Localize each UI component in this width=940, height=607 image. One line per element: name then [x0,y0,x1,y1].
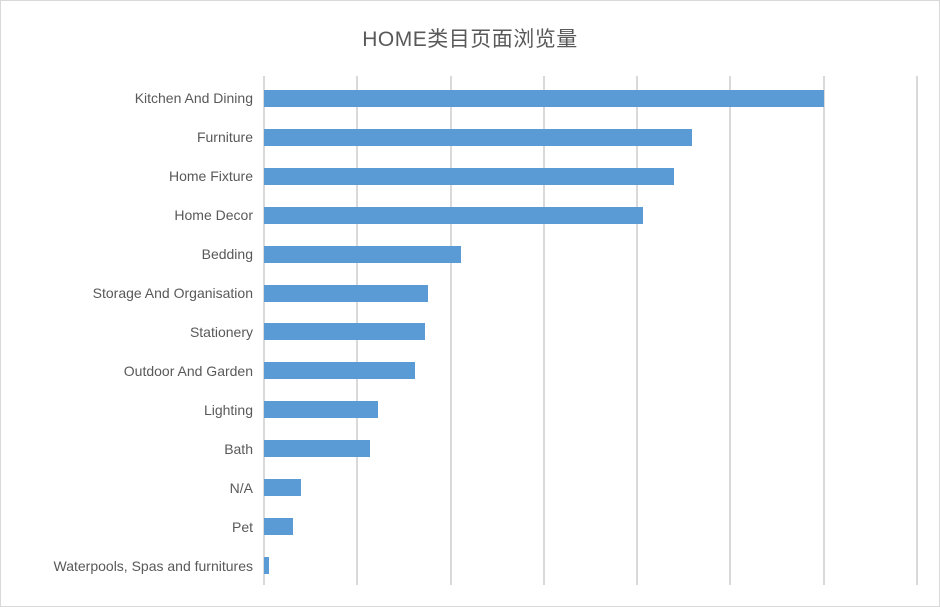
bar-outdoor-and-garden [264,362,416,380]
bar-row [264,468,917,507]
bar-kitchen-and-dining [264,89,824,107]
chart-title: HOME类目页面浏览量 [362,28,578,51]
bar-row [264,235,917,274]
category-label: Outdoor And Garden [123,362,253,379]
gridline [542,76,545,585]
category-label: Bedding [201,246,253,263]
bar-furniture [264,128,693,146]
bar-n-a [264,479,302,497]
gridline [449,76,452,585]
category-labels: Kitchen And Dining Furniture Home Fixture H… [1,79,253,585]
gridline [822,76,825,585]
category-label: Pet [231,518,253,535]
bar-row [264,196,917,235]
bar-storage-and-organisation [264,284,429,302]
bar-row [264,546,917,585]
gridline [636,76,639,585]
category-label: Storage And Organisation [92,285,253,302]
gridline [729,76,732,585]
bar-row [264,157,917,196]
category-label: Lighting [203,401,253,418]
category-label: N/A [229,479,253,496]
bar-bath [264,440,371,458]
category-label: Waterpools, Spas and furnitures [53,557,253,574]
bar-rows [264,79,917,585]
category-label: Furniture [196,129,253,146]
bar-row [264,507,917,546]
bar-bedding [264,245,461,263]
bar-row [264,79,917,118]
bar-row [264,351,917,390]
bar-row [264,429,917,468]
bar-row [264,313,917,352]
bar-home-fixture [264,167,675,185]
bar-home-decor [264,206,643,224]
bar-stationery [264,323,426,341]
category-label: Stationery [189,323,253,340]
category-label: Home Fixture [168,168,253,185]
bar-waterpools-spas-and-furnitures [264,557,269,575]
bar-row [264,274,917,313]
bar-pet [264,518,293,536]
category-label: Home Decor [174,207,253,224]
category-label: Bath [224,440,253,457]
category-label: Kitchen And Dining [134,90,253,107]
bar-lighting [264,401,378,419]
bar-row [264,390,917,429]
gridline [916,76,918,585]
bar-row [264,118,917,157]
